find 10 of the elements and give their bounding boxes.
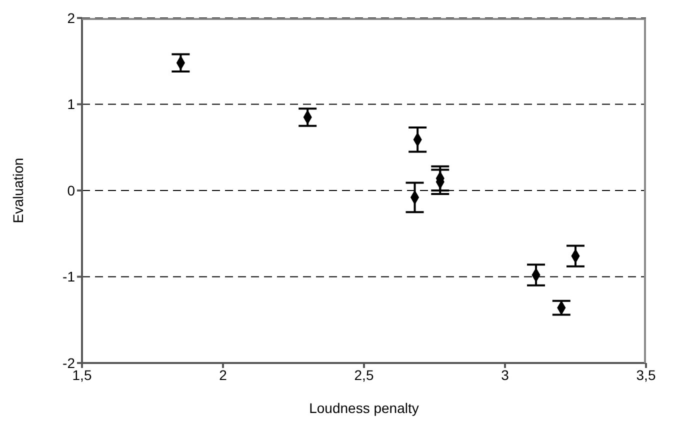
y-tick-label: 0 bbox=[67, 182, 76, 198]
x-tick-label: 2,5 bbox=[354, 366, 374, 383]
y-tick-label: 1 bbox=[67, 96, 76, 112]
x-tick-label: 2 bbox=[219, 366, 228, 383]
x-tick-label: 3 bbox=[501, 366, 510, 383]
y-axis-title: Evaluation bbox=[10, 158, 26, 224]
y-tick-label: -1 bbox=[62, 268, 76, 285]
x-axis-title: Loudness penalty bbox=[309, 400, 419, 416]
y-tick-label: 2 bbox=[67, 10, 76, 26]
x-tick-label: 3,5 bbox=[636, 366, 656, 383]
